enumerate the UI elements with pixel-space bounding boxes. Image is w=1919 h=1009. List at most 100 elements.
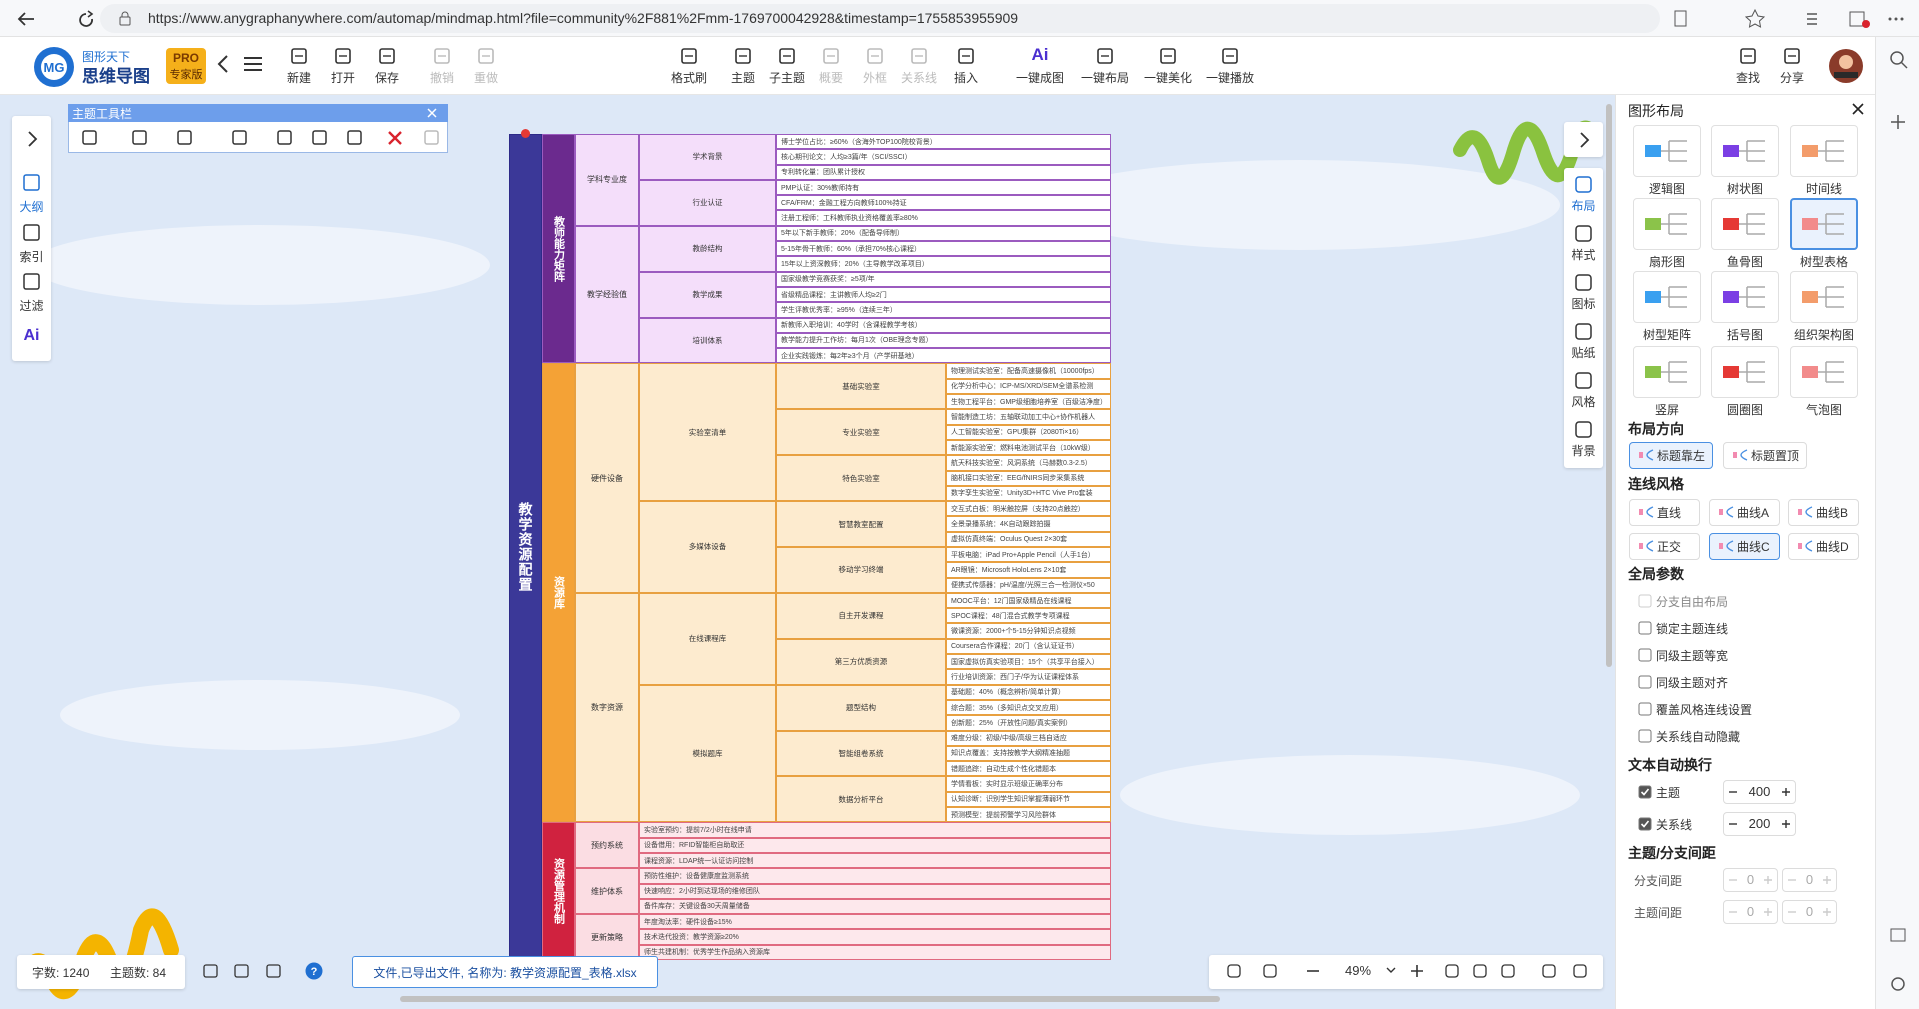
- leaf-topic[interactable]: 备件库存：关键设备30天周量储备: [639, 898, 1111, 915]
- zoom-tool-icon[interactable]: [1541, 963, 1557, 979]
- topic[interactable]: 自主开发课程: [776, 592, 946, 639]
- leaf-topic[interactable]: 博士学位占比：≥60%（含海外TOP100院校背景）: [776, 134, 1111, 150]
- leaf-topic[interactable]: 智能制造工坊：五轴联动加工中心+协作机器人: [946, 409, 1111, 425]
- option-button[interactable]: [1709, 533, 1780, 560]
- topic-tool-icon[interactable]: [385, 128, 405, 146]
- zoom-tool-icon[interactable]: [1226, 963, 1242, 979]
- topic[interactable]: 专业实验室: [776, 409, 946, 456]
- topic[interactable]: 资源库: [542, 363, 575, 823]
- tabs-arrow[interactable]: [1564, 122, 1603, 157]
- root-topic[interactable]: 教学资源配置: [509, 134, 542, 960]
- checkbox-label[interactable]: 锁定主题连线: [1656, 622, 1729, 636]
- leaf-topic[interactable]: 快速响应：2小时到达现场的维修团队: [639, 883, 1111, 899]
- side-tab-icon[interactable]: [1574, 175, 1594, 195]
- topic-tool-icon[interactable]: [230, 128, 250, 146]
- menu-icon[interactable]: [242, 55, 264, 73]
- leaf-topic[interactable]: 5年以下新手教师：20%（配备导师制）: [776, 225, 1111, 242]
- avatar[interactable]: [1828, 48, 1864, 84]
- leaf-topic[interactable]: 物理测试实验室：配备高速摄像机（10000fps）: [946, 363, 1111, 379]
- toolbar-icon[interactable]: [1220, 47, 1240, 65]
- topic[interactable]: 实验室清单: [639, 363, 776, 502]
- topic[interactable]: 行业认证: [639, 179, 776, 226]
- zoom-value[interactable]: 49%: [1345, 963, 1372, 978]
- topic-tool-icon[interactable]: [310, 128, 330, 146]
- leaf-topic[interactable]: 行业培训资源：西门子/华为认证课程体系: [946, 669, 1111, 685]
- toolbar-icon[interactable]: [377, 47, 397, 65]
- tabs-arrow-icon[interactable]: [1576, 131, 1592, 149]
- zoom-tool-icon[interactable]: [1305, 963, 1321, 979]
- zoom-tool-icon[interactable]: [1472, 963, 1488, 979]
- topic[interactable]: 数据分析平台: [776, 776, 946, 823]
- leaf-topic[interactable]: MOOC平台：12门国家级精品在线课程: [946, 592, 1111, 609]
- topic[interactable]: 智能组卷系统: [776, 730, 946, 777]
- leaf-topic[interactable]: 国家虚拟仿真实验项目：15个（共享平台接入）: [946, 654, 1111, 670]
- topic-tool-icon[interactable]: [130, 128, 150, 146]
- topic[interactable]: 多媒体设备: [639, 501, 776, 593]
- spinner-minus[interactable]: [1728, 787, 1738, 797]
- option-label[interactable]: 曲线A: [1737, 506, 1770, 520]
- checkbox[interactable]: [1638, 648, 1652, 662]
- side-tab-label[interactable]: 样式: [1571, 248, 1596, 262]
- sidebar-label[interactable]: 大纲: [19, 200, 44, 214]
- status-icon[interactable]: [203, 963, 219, 979]
- leaf-topic[interactable]: 教学能力提升工作坊：每月1次（OBE理念专题）: [776, 332, 1111, 349]
- layout-label[interactable]: 括号图: [1726, 328, 1763, 342]
- checkbox[interactable]: [1638, 621, 1652, 635]
- leaf-topic[interactable]: 生物工程平台：GMP级细胞培养室（百级洁净度）: [946, 394, 1111, 410]
- topic[interactable]: 题型结构: [776, 684, 946, 731]
- leaf-topic[interactable]: 企业实践锻炼：每2年≥3个月（产学研基地）: [776, 348, 1111, 364]
- topic[interactable]: 教龄结构: [639, 225, 776, 272]
- toolbar-button-label[interactable]: 一键美化: [1143, 71, 1192, 85]
- leaf-topic[interactable]: 平板电脑：iPad Pro+Apple Pencil（人手1台）: [946, 547, 1111, 563]
- leaf-topic[interactable]: SPOC课程：48门混合式教学专项课程: [946, 608, 1111, 624]
- topic-tool-icon[interactable]: [422, 128, 442, 146]
- zoom-dropdown[interactable]: [1386, 966, 1396, 974]
- leaf-topic[interactable]: PMP认证：30%教师持有: [776, 179, 1111, 196]
- toolbar-icon[interactable]: [956, 47, 976, 65]
- checkbox[interactable]: [1638, 702, 1652, 716]
- toolbar-icon[interactable]: [1158, 47, 1178, 65]
- spinner[interactable]: [1723, 812, 1796, 836]
- checkbox[interactable]: [1638, 675, 1652, 689]
- toolbar-icon[interactable]: [733, 47, 753, 65]
- leaf-topic[interactable]: 核心期刊论文：人均≥3篇/年（SCI/SSCI）: [776, 149, 1111, 165]
- spinner-plus[interactable]: [1781, 787, 1791, 797]
- topic[interactable]: 学科专业度: [575, 134, 639, 226]
- toolbar-button-label[interactable]: 新建: [286, 71, 311, 85]
- topic[interactable]: 学术背景: [639, 134, 776, 180]
- sidebar-icon[interactable]: [22, 224, 42, 242]
- topic[interactable]: 硬件设备: [575, 363, 639, 593]
- topic[interactable]: 特色实验室: [776, 455, 946, 502]
- toolbar-button-label[interactable]: 插入: [953, 71, 978, 85]
- layout-label[interactable]: 树型矩阵: [1642, 328, 1691, 342]
- layout-label[interactable]: 竖屏: [1654, 403, 1679, 417]
- toolbar-icon[interactable]: [1738, 47, 1758, 65]
- topic[interactable]: 教学经验值: [575, 225, 639, 364]
- leaf-topic[interactable]: 预测模型：提前预警学习风险群体: [946, 807, 1111, 823]
- leaf-topic[interactable]: 综合题：35%（多知识点交叉应用）: [946, 699, 1111, 716]
- leaf-topic[interactable]: 认知诊断：识别学生知识掌握薄弱环节: [946, 791, 1111, 808]
- layout-label[interactable]: 树型表格: [1799, 255, 1848, 269]
- toolbar-icon[interactable]: [289, 47, 309, 65]
- option-label[interactable]: 曲线B: [1816, 506, 1849, 520]
- panel-close[interactable]: [1851, 102, 1865, 116]
- zoom-tool-icon[interactable]: [1444, 963, 1460, 979]
- option-label[interactable]: 曲线D: [1816, 540, 1849, 554]
- checkbox[interactable]: [1638, 729, 1652, 743]
- toolbar-button-label[interactable]: 格式刷: [670, 71, 707, 85]
- status-icon[interactable]: [234, 963, 250, 979]
- toolbar-icon[interactable]: [333, 47, 353, 65]
- toolbar-button-label[interactable]: 主题: [730, 71, 755, 85]
- topic[interactable]: 维护体系: [575, 868, 639, 915]
- leaf-topic[interactable]: 全景录播系统：4K自动跟踪拍摄: [946, 516, 1111, 532]
- toolbar-button-label[interactable]: 保存: [374, 71, 399, 85]
- topic[interactable]: 预约系统: [575, 822, 639, 869]
- zoom-tool-icon[interactable]: [1572, 963, 1588, 979]
- topic[interactable]: 数字资源: [575, 592, 639, 823]
- leaf-topic[interactable]: 设备借用：RFID智能柜自助取还: [639, 837, 1111, 853]
- leaf-topic[interactable]: 省级精品课程：主讲教师人均≥2门: [776, 286, 1111, 303]
- leaf-topic[interactable]: 新能源实验室：燃料电池测试平台（10kW级）: [946, 439, 1111, 456]
- topic[interactable]: 智慧教室配置: [776, 501, 946, 547]
- layout-label[interactable]: 时间线: [1805, 182, 1842, 196]
- leaf-topic[interactable]: 基础题：40%（概念辨析/简单计算）: [946, 684, 1111, 700]
